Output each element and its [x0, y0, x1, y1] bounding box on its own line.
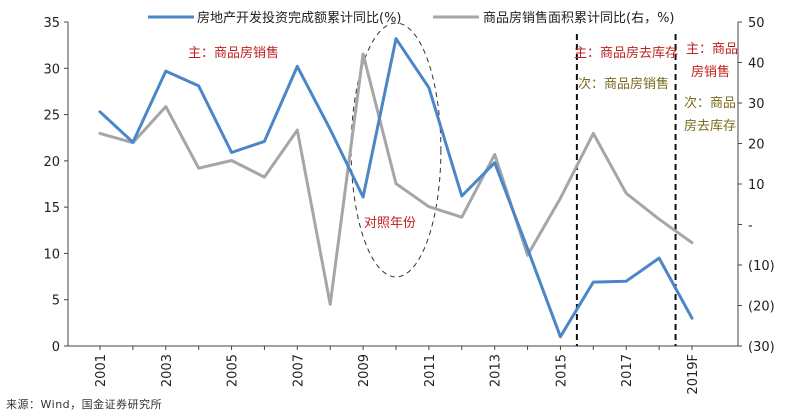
annotation-main-sales-right-line2: 房销售: [691, 64, 730, 80]
legend-label-investment: 房地产开发投资完成额累计同比(%): [197, 10, 402, 26]
source-note: 来源：Wind，国金证券研究所: [6, 398, 163, 411]
annotation-main-sales-right-line1: 主：商品: [686, 42, 738, 57]
x-tick-label: 2001: [94, 354, 109, 387]
left-tick-label: 5: [52, 294, 60, 309]
annotations: 主：商品房销售 对照年份 主：商品房去库存 次：商品房销售 主：商品 房销售 次…: [188, 42, 738, 231]
comparison-ellipse: [350, 22, 442, 278]
x-tick-label: 2019F: [686, 354, 701, 395]
annotation-main-inventory: 主：商品房去库存: [574, 45, 678, 61]
series-line-sales: [98, 52, 694, 306]
right-tick-label: (30): [748, 340, 775, 355]
right-tick-label: 10: [748, 178, 765, 193]
left-tick-label: 0: [52, 340, 60, 355]
right-tick-label: 50: [748, 16, 765, 31]
right-tick-label: 40: [748, 57, 765, 72]
x-tick-label: 2017: [620, 354, 635, 387]
series: [98, 37, 694, 339]
right-tick-label: 20: [748, 138, 765, 153]
left-tick-label: 30: [43, 62, 60, 77]
right-tick-label: -: [748, 219, 753, 234]
left-tick-label: 25: [43, 109, 60, 124]
left-tick-label: 15: [43, 201, 60, 216]
left-tick-label: 20: [43, 155, 60, 170]
legend-label-sales: 商品房销售面积累计同比(右，%): [483, 10, 675, 26]
comparison-ellipse-group: [350, 22, 442, 278]
axes: 0 5 10 15 20 25 30 35 (30) (20) (10) - 10 20 30 40 50 200…: [43, 16, 774, 395]
x-tick-label: 2011: [423, 354, 438, 387]
annotation-main-sales-left: 主：商品房销售: [188, 45, 279, 61]
annotation-secondary-inventory-line2: 房去库存: [684, 118, 736, 134]
series-line-investment: [98, 37, 694, 339]
x-tick-label: 2013: [489, 354, 504, 387]
right-tick-label: 30: [748, 97, 765, 112]
left-tick-label: 10: [43, 247, 60, 262]
dashed-separators: [575, 34, 677, 346]
x-tick-label: 2007: [291, 354, 306, 387]
annotation-secondary-sales: 次：商品房销售: [578, 76, 669, 92]
right-tick-label: (10): [748, 259, 775, 274]
legend: 房地产开发投资完成额累计同比(%) 商品房销售面积累计同比(右，%): [148, 10, 675, 26]
left-tick-label: 35: [43, 16, 60, 31]
x-tick-label: 2005: [226, 354, 241, 387]
x-tick-label: 2015: [554, 354, 569, 387]
x-tick-label: 2003: [160, 354, 175, 387]
annotation-comparison-years: 对照年份: [364, 216, 416, 231]
annotation-secondary-inventory-line1: 次：商品: [684, 95, 736, 111]
x-tick-label: 2009: [357, 354, 372, 387]
right-tick-label: (20): [748, 300, 775, 315]
